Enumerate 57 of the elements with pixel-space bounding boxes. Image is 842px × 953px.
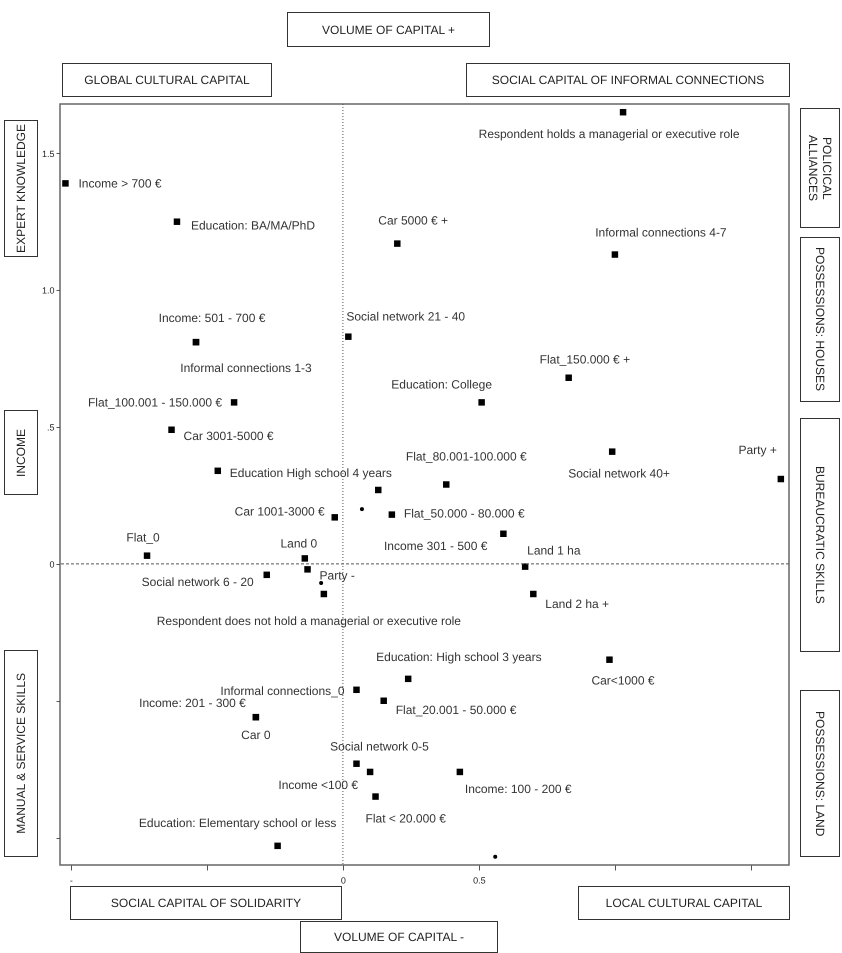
- annotation: Income <100 €: [278, 778, 358, 792]
- annotation: Social network 40+: [568, 466, 670, 481]
- text: MANUAL & SERVICE SKILLS: [14, 673, 28, 834]
- y-tick-label: 1.5: [42, 148, 54, 159]
- text: VOLUME OF CAPITAL -: [334, 930, 464, 944]
- annotation: Car 0: [241, 728, 271, 742]
- annotation: Flat_50.000 - 80.000 €: [404, 506, 525, 521]
- annotation: Flat_80.001-100.000 €: [406, 450, 527, 464]
- y-tick-label: 1.0: [42, 286, 54, 296]
- text: BUREAUCRATIC SKILLS: [813, 466, 827, 604]
- annotation: Education: College: [391, 377, 492, 392]
- annotation: Income > 700 €: [78, 176, 162, 190]
- text: POSSESSIONS: LAND: [813, 710, 827, 836]
- annotation: Income: 501 - 700 €: [158, 311, 266, 326]
- annotation: Education: BA/MA/PhD: [190, 218, 316, 233]
- annotation: Car 5000 € +: [378, 214, 448, 228]
- annotation: Income: 100 - 200 €: [464, 782, 572, 796]
- annotation: Land 2 ha +: [545, 596, 610, 611]
- annotation: Flat_0: [126, 530, 160, 545]
- x-tick-label: -: [70, 876, 73, 886]
- annotation: Informal connections 4-7: [595, 226, 727, 240]
- text: VOLUME OF CAPITAL +: [322, 22, 456, 36]
- annotation: Social network 0-5: [330, 740, 430, 754]
- annotation: Social network 6 - 20: [142, 574, 254, 589]
- text: POSSESSIONS: HOUSES: [813, 247, 827, 392]
- annotation: Social network 21 - 40: [346, 310, 466, 324]
- annotation: Car 3001-5000 €: [184, 428, 274, 443]
- annotation: Land 1 ha: [527, 544, 581, 558]
- x-tick-label: 0.5: [473, 876, 486, 886]
- y-tick-label: .5: [46, 422, 54, 433]
- annotation: Flat_100.001 - 150.000 €: [88, 395, 222, 410]
- text: SOCIAL CAPITAL OF SOLIDARITY: [110, 896, 302, 910]
- text: INCOME: [14, 428, 28, 476]
- annotation: Flat_20.001 - 50.000 €: [396, 702, 517, 717]
- annotation: Flat < 20.000 €: [366, 812, 446, 826]
- annotation: Income: 201 - 300 €: [139, 696, 246, 710]
- annotation: Education High school 4 years: [230, 466, 392, 480]
- annotation: Education: High school 3 years: [376, 650, 542, 664]
- annotation: Car 1001-3000 €: [234, 504, 326, 518]
- annotation: Informal connections_0: [220, 684, 345, 698]
- annotation: Car<1000 €: [591, 674, 655, 688]
- annotation: Party -: [320, 568, 355, 582]
- annotation: Party +: [738, 443, 777, 458]
- annotation: Respondent holds a managerial or executive role: [478, 127, 740, 142]
- y-tick-label: 0: [49, 559, 54, 570]
- text: SOCIAL CAPITAL OF INFORMAL CONNECTIONS: [492, 73, 764, 87]
- annotation: Income 301 - 500 €: [384, 538, 488, 553]
- text: LOCAL CULTURAL CAPITAL: [606, 896, 762, 910]
- annotation: Education: Elementary school or less: [138, 816, 336, 830]
- text: EXPERT KNOWLEDGE: [14, 124, 28, 253]
- x-tick-label: 0: [340, 876, 346, 886]
- annotation: Land 0: [280, 536, 318, 550]
- annotation: Respondent does not hold a managerial or executive role: [156, 614, 462, 628]
- text: POLICICAL ALLIANCES: [806, 134, 834, 204]
- text: GLOBAL CULTURAL CAPITAL: [84, 73, 250, 87]
- annotation: Informal connections 1-3: [180, 361, 312, 376]
- annotation: Flat_150.000 € +: [540, 352, 630, 367]
